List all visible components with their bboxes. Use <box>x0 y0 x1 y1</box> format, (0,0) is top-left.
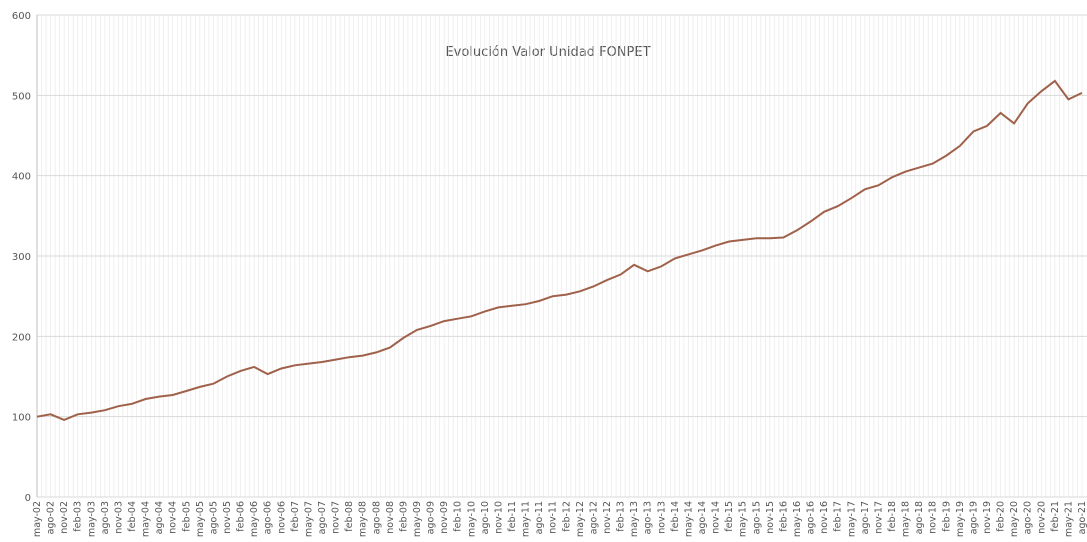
x-tick-label: ago-18 <box>914 501 925 534</box>
x-tick-label: ago-17 <box>860 501 871 534</box>
x-tick-label: ago-10 <box>480 501 491 534</box>
x-tick-label: feb-18 <box>887 501 898 532</box>
x-tick-label: feb-12 <box>561 501 572 532</box>
x-tick-label: nov-10 <box>493 501 504 534</box>
y-tick-label: 100 <box>12 413 31 424</box>
x-tick-label: feb-14 <box>670 501 681 532</box>
x-tick-label: may-19 <box>955 501 966 537</box>
x-tick-label: nov-19 <box>982 501 993 534</box>
x-tick-label: ago-03 <box>100 501 111 534</box>
y-tick-label: 400 <box>12 172 31 183</box>
x-tick-label: ago-13 <box>643 501 654 534</box>
y-tick-label: 600 <box>12 11 31 22</box>
x-tick-label: nov-08 <box>385 501 396 534</box>
x-tick-label: feb-17 <box>833 501 844 532</box>
x-tick-label: may-06 <box>249 501 260 537</box>
x-tick-label: nov-17 <box>873 501 884 534</box>
x-tick-label: ago-19 <box>968 501 979 534</box>
x-tick-label: nov-13 <box>656 501 667 534</box>
x-tick-label: may-10 <box>466 501 477 537</box>
x-tick-label: feb-08 <box>344 501 355 532</box>
x-tick-label: feb-07 <box>290 501 301 532</box>
x-tick-label: feb-10 <box>453 501 464 532</box>
x-tick-label: feb-21 <box>1050 501 1061 532</box>
x-tick-label: nov-11 <box>548 501 559 534</box>
x-tick-label: nov-04 <box>168 501 179 534</box>
x-tick-label: ago-06 <box>263 501 274 534</box>
x-tick-label: nov-02 <box>59 501 70 534</box>
x-tick-label: nov-12 <box>602 501 613 534</box>
x-tick-label: feb-06 <box>236 501 247 532</box>
x-tick-label: ago-12 <box>588 501 599 534</box>
x-tick-label: nov-06 <box>276 501 287 534</box>
x-tick-label: nov-03 <box>113 501 124 534</box>
x-tick-label: ago-05 <box>208 501 219 534</box>
x-tick-label: feb-03 <box>73 501 84 532</box>
x-tick-label: ago-16 <box>806 501 817 534</box>
x-tick-label: ago-04 <box>154 501 165 534</box>
x-tick-label: may-21 <box>1063 501 1074 537</box>
x-tick-label: nov-20 <box>1036 501 1047 534</box>
x-tick-label: may-17 <box>846 501 857 537</box>
x-tick-label: ago-21 <box>1077 501 1087 534</box>
x-tick-label: may-18 <box>901 501 912 537</box>
x-tick-label: ago-07 <box>317 501 328 534</box>
x-tick-label: ago-20 <box>1023 501 1034 534</box>
x-tick-label: may-13 <box>629 501 640 537</box>
x-tick-label: nov-14 <box>711 501 722 534</box>
x-tick-label: nov-16 <box>819 501 830 534</box>
y-tick-label: 200 <box>12 332 31 343</box>
x-tick-label: nov-09 <box>439 501 450 534</box>
y-tick-label: 0 <box>25 493 31 504</box>
x-tick-label: may-04 <box>141 501 152 537</box>
x-tick-label: may-15 <box>738 501 749 537</box>
data-line <box>36 79 1083 421</box>
x-tick-label: nov-15 <box>765 501 776 534</box>
x-tick-label: feb-16 <box>778 501 789 532</box>
x-tick-label: feb-09 <box>398 501 409 532</box>
y-tick-label: 500 <box>12 91 31 102</box>
x-tick-label: may-16 <box>792 501 803 537</box>
x-tick-label: may-14 <box>683 501 694 537</box>
x-tick-label: ago-02 <box>46 501 57 534</box>
x-tick-label: feb-20 <box>996 501 1007 532</box>
x-tick-label: may-05 <box>195 501 206 537</box>
x-tick-label: may-07 <box>303 501 314 537</box>
x-tick-label: may-11 <box>521 501 532 537</box>
x-tick-label: nov-07 <box>331 501 342 534</box>
x-tick-label: feb-04 <box>127 501 138 532</box>
x-tick-label: ago-15 <box>751 501 762 534</box>
x-tick-label: may-02 <box>32 501 43 537</box>
x-tick-label: ago-09 <box>426 501 437 534</box>
y-tick-label: 300 <box>12 252 31 263</box>
x-tick-label: nov-05 <box>222 501 233 534</box>
x-tick-label: nov-18 <box>928 501 939 534</box>
x-tick-label: ago-08 <box>371 501 382 534</box>
x-tick-label: ago-14 <box>697 501 708 534</box>
x-tick-label: may-20 <box>1009 501 1020 537</box>
x-tick-label: feb-15 <box>724 501 735 532</box>
x-tick-label: feb-13 <box>616 501 627 532</box>
x-tick-label: ago-11 <box>534 501 545 534</box>
x-tick-label: feb-05 <box>181 501 192 532</box>
x-tick-label: may-12 <box>575 501 586 537</box>
x-tick-label: feb-19 <box>941 501 952 532</box>
x-tick-label: may-08 <box>358 501 369 537</box>
x-tick-label: feb-11 <box>507 501 518 532</box>
x-tick-label: may-03 <box>86 501 97 537</box>
x-tick-label: may-09 <box>412 501 423 537</box>
